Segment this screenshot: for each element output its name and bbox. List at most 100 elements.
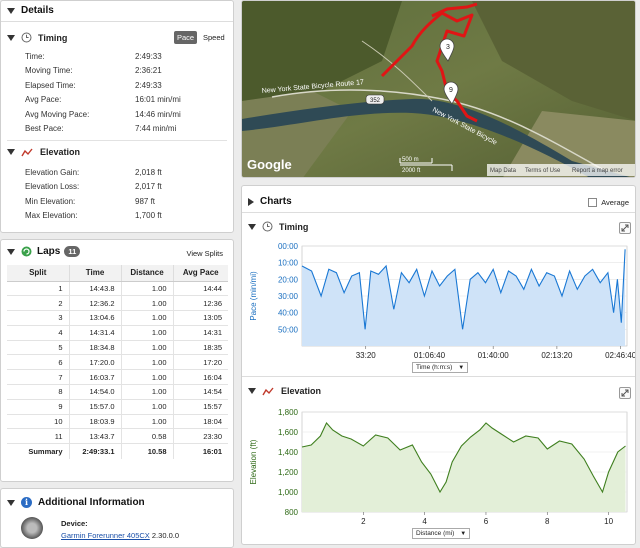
lap-marker-9[interactable]: 9 <box>443 81 459 105</box>
elevation-icon <box>262 387 274 395</box>
y-tick-label: 40:00 <box>278 309 299 318</box>
column-header[interactable]: Avg Pace <box>173 265 228 282</box>
x-tick-label: 10 <box>604 517 613 526</box>
additional-info-header[interactable]: i Additional Information <box>7 497 145 508</box>
elevation-icon <box>21 148 33 156</box>
column-header[interactable]: Distance <box>121 265 174 282</box>
svg-text:3: 3 <box>446 44 450 51</box>
forest-area <box>472 1 635 121</box>
map-panel[interactable]: 3 9 New York State Bicycle Route 17 New … <box>241 0 636 178</box>
timing-chart-header[interactable]: Timing <box>248 221 308 232</box>
stat-row: Elevation Loss: 2,017 ft <box>25 182 162 192</box>
svg-text:2000 ft: 2000 ft <box>402 168 421 174</box>
y-tick-label: 30:00 <box>278 292 299 301</box>
y-tick-label: 1,000 <box>278 488 299 497</box>
lap-marker-3[interactable]: 3 <box>439 38 455 62</box>
timing-stats: Time: 2:49:33 Moving Time: 2:36:21 Elapsed… <box>25 49 225 136</box>
stat-row: Max Elevation: 1,700 ft <box>25 211 162 221</box>
timing-chart: 00:00 10:00 20:00 30:00 40:00 50:00 33:20 01:06… <box>249 242 635 360</box>
satellite-map[interactable]: 3 9 New York State Bicycle Route 17 New … <box>242 1 636 178</box>
collapse-icon[interactable] <box>7 34 15 41</box>
charts-header[interactable]: Charts <box>248 196 292 207</box>
stat-row: Avg Moving Pace: 14:46 min/mi <box>25 109 181 119</box>
table-row: 3 13:04.6 1.00 13:05 <box>7 310 228 326</box>
y-tick-label: 1,400 <box>278 448 299 457</box>
x-tick-label: 6 <box>484 517 489 526</box>
x-tick-label: 01:06:40 <box>414 351 446 360</box>
terms-link[interactable]: Terms of Use <box>525 168 561 174</box>
timing-section-header[interactable]: Timing <box>7 32 67 43</box>
map-scale: 500 m 2000 ft <box>399 157 453 174</box>
charts-panel: Charts Average Timing 00:00 10:00 20:00 30:… <box>241 185 636 545</box>
collapse-icon[interactable] <box>248 388 256 394</box>
table-row: 1 14:43.8 1.00 14:44 <box>7 281 228 297</box>
field-area <box>503 111 635 177</box>
table-row: 4 14:31.4 1.00 14:31 <box>7 325 228 341</box>
laps-panel: Laps 11 View Splits Split Time Distance … <box>0 239 234 482</box>
road <box>361 40 433 102</box>
details-header[interactable]: Details <box>7 5 54 16</box>
y-tick-label: 800 <box>285 508 299 517</box>
series-area <box>302 423 626 512</box>
dropdown-arrow-icon: ▼ <box>458 364 465 371</box>
laps-title: Laps <box>37 246 61 257</box>
laps-header[interactable]: Laps 11 <box>7 246 81 257</box>
timing-title: Timing <box>38 32 68 43</box>
table-row: 8 14:54.0 1.00 14:54 <box>7 384 228 400</box>
expand-icon[interactable] <box>248 197 254 206</box>
collapse-icon[interactable] <box>7 149 15 155</box>
stat-row: Moving Time: 2:36:21 <box>25 66 162 76</box>
column-header[interactable]: Split <box>7 265 70 282</box>
collapse-icon[interactable] <box>248 223 256 230</box>
summary-row: Summary 2:49:33.1 10.58 16:01 <box>7 443 228 459</box>
y-tick-label: 10:00 <box>278 259 299 268</box>
route-track <box>431 2 478 18</box>
table-row: 2 12:36.2 1.00 12:36 <box>7 295 228 312</box>
road <box>271 89 603 170</box>
elevation-chart-header[interactable]: Elevation <box>248 386 321 396</box>
y-tick-label: 1,200 <box>278 468 299 477</box>
stat-row: Elapsed Time: 2:49:33 <box>25 80 162 90</box>
laps-count-badge: 11 <box>64 246 81 257</box>
report-error-link[interactable]: Report a map error <box>572 168 623 174</box>
collapse-icon[interactable] <box>7 499 15 506</box>
elevation-section-header[interactable]: Elevation <box>7 147 80 157</box>
table-row: 5 18:34.8 1.00 18:35 <box>7 340 228 356</box>
route-track <box>380 11 478 123</box>
x-tick-label: 2 <box>361 517 366 526</box>
table-row: 7 16:03.7 1.00 16:04 <box>7 369 228 386</box>
average-label: Average <box>601 198 629 207</box>
column-header[interactable]: Time <box>69 265 122 282</box>
info-icon: i <box>21 497 32 508</box>
stat-row: Avg Pace: 16:01 min/mi <box>25 95 181 105</box>
clock-icon <box>262 221 273 232</box>
view-splits-link[interactable]: View Splits <box>186 249 223 258</box>
details-title: Details <box>21 5 54 16</box>
collapse-icon[interactable] <box>7 7 15 14</box>
details-panel: Details Timing Pace Speed Time: 2:49:33 M… <box>0 0 234 233</box>
speed-toggle[interactable]: Speed <box>203 33 225 42</box>
series-area <box>302 249 626 346</box>
pace-toggle[interactable]: Pace <box>174 31 198 44</box>
series-line <box>301 422 626 494</box>
y-axis-title: Elevation (ft) <box>249 439 258 484</box>
y-axis-title: Pace (min/mi) <box>249 271 258 321</box>
dropdown-arrow-icon: ▼ <box>460 530 467 537</box>
clock-icon <box>21 32 32 43</box>
timing-chart-title: Timing <box>279 221 309 232</box>
collapse-icon[interactable] <box>7 248 15 255</box>
y-tick-label: 1,600 <box>278 428 299 437</box>
series-line <box>301 249 626 330</box>
additional-info-title: Additional Information <box>38 497 145 508</box>
expand-chart-icon[interactable] <box>619 222 631 234</box>
average-checkbox[interactable] <box>588 198 598 207</box>
laps-icon <box>21 246 32 257</box>
map-data-link[interactable]: Map Data <box>490 168 517 174</box>
table-row: 11 13:43.7 0.58 23:30 <box>7 428 228 445</box>
table-row: 9 15:57.0 1.00 15:57 <box>7 399 228 415</box>
expand-chart-icon[interactable] <box>619 387 631 399</box>
elevation-xaxis-select[interactable]: Distance (mi) ▼ <box>412 528 471 539</box>
timing-xaxis-select[interactable]: Time (h:m:s) ▼ <box>412 362 469 373</box>
elevation-stats: Elevation Gain: 2,018 ft Elevation Loss: 2… <box>25 165 225 223</box>
table-row: 6 17:20.0 1.00 17:20 <box>7 354 228 371</box>
